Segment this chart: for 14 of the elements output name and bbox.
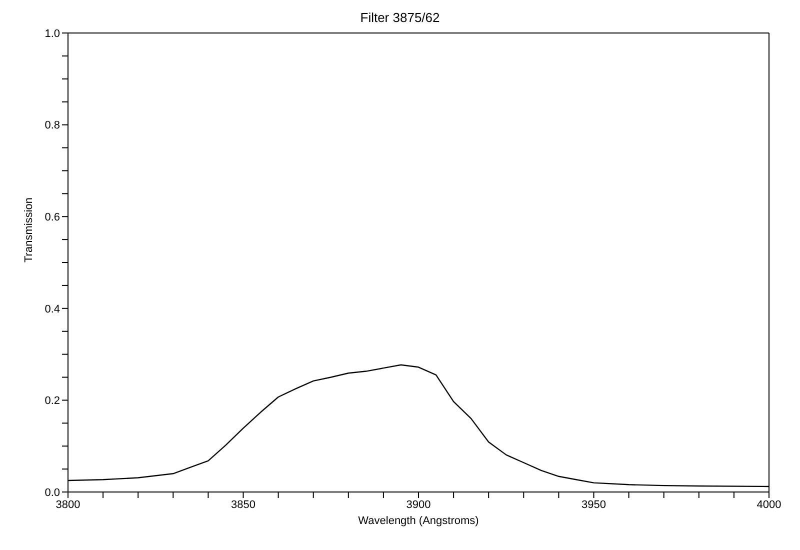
y-tick-label: 0.4	[44, 303, 60, 316]
y-axis-title: Transmission	[22, 198, 35, 262]
y-tick-label: 1.0	[44, 28, 60, 40]
x-axis-title: Wavelength (Angstroms)	[358, 515, 479, 527]
x-tick-label: 3850	[231, 498, 256, 511]
chart-title: Filter 3875/62	[359, 10, 441, 25]
y-tick-label: 0.8	[44, 120, 60, 132]
y-tick-label: 0.6	[44, 212, 60, 224]
x-tick-label: 3900	[406, 498, 431, 511]
x-tick-label: 3950	[582, 498, 606, 511]
x-tick-label: 3800	[56, 498, 80, 511]
y-tick-label: 0.0	[44, 486, 60, 499]
x-tick-label: 4000	[756, 498, 782, 511]
y-tick-label: 0.2	[44, 395, 60, 408]
